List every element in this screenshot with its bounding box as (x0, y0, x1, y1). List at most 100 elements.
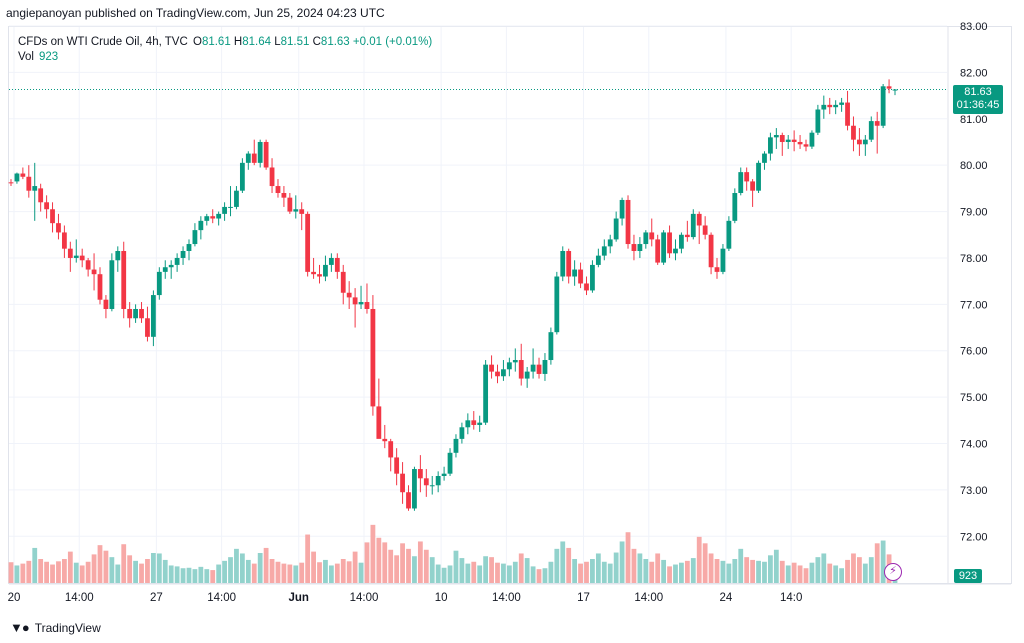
legend-high-label: H (233, 36, 243, 48)
volume-bar (73, 562, 79, 583)
candle-body (744, 172, 750, 182)
volume-bar (382, 542, 388, 583)
candle-body (14, 173, 20, 182)
x-tick-label: 14:00 (492, 592, 521, 604)
lightning-icon[interactable]: ⚡ (884, 563, 902, 581)
volume-bar (180, 568, 186, 583)
candle-body (815, 109, 821, 133)
volume-bar (560, 541, 566, 583)
candle-body (868, 121, 874, 140)
volume-bar (880, 540, 886, 583)
volume-bar (429, 557, 435, 583)
volume-bar (720, 560, 726, 583)
volume-bar (293, 565, 299, 583)
candle-body (518, 360, 524, 379)
volume-bar (115, 564, 121, 583)
volume-bar (809, 562, 815, 583)
volume-bar (625, 532, 631, 583)
volume-bar (702, 543, 708, 583)
candle-body (862, 139, 868, 145)
candle-body (572, 269, 578, 277)
volume-bar (14, 565, 20, 583)
tradingview-logo-icon: ▼● (10, 620, 30, 635)
legend-ohlc-row: CFDs on WTI Crude Oil, 4h, TVC O81.61 H8… (18, 35, 432, 50)
candle-body (459, 427, 465, 439)
candle-body (305, 213, 311, 272)
y-tick-label: 74.00 (960, 439, 988, 451)
candle-body (542, 360, 548, 374)
candle-body (477, 422, 483, 425)
volume-bar (845, 559, 850, 583)
volume-bar (827, 563, 833, 583)
candle-body (328, 257, 334, 265)
volume-bar (234, 548, 239, 583)
candle-body (857, 139, 862, 145)
volume-bar (779, 560, 785, 583)
volume-bar (168, 565, 174, 583)
candlestick-chart[interactable]: 83.00 82.00 81.00 80.00 79.00 78.00 77.00 76.00… (0, 0, 1024, 610)
volume-bar (61, 559, 67, 583)
volume-bar (79, 565, 85, 583)
candle-body (465, 420, 471, 428)
candle-body (785, 139, 791, 142)
candle-body (334, 257, 340, 272)
volume-bar (311, 551, 316, 583)
candle-body (619, 199, 625, 219)
volume-bar (756, 560, 761, 583)
candle-body (50, 209, 55, 224)
candle-body (762, 153, 767, 163)
candle-body (192, 230, 198, 245)
y-tick-label: 79.00 (960, 207, 988, 219)
candle-body (714, 267, 720, 272)
candle-body (364, 302, 370, 309)
volume-bar (192, 569, 198, 583)
legend-volume-row: Vol 923 (18, 50, 432, 65)
candle-body (85, 260, 91, 270)
legend-open-label: O (192, 36, 202, 48)
volume-bar (222, 560, 227, 583)
x-tick-label: Jun (289, 592, 309, 604)
volume-bar (228, 557, 233, 583)
volume-bar (376, 537, 382, 583)
candle-body (536, 364, 542, 374)
legend-symbol: CFDs on WTI Crude Oil, 4h, TVC (18, 36, 188, 48)
volume-bar (156, 553, 162, 583)
candle-body (584, 283, 589, 291)
candle-body (79, 255, 85, 261)
volume-bar (578, 563, 583, 583)
candle-body (8, 182, 14, 184)
candle-body (394, 457, 400, 474)
volume-bar (340, 559, 346, 583)
candle-body (506, 362, 512, 370)
candle-body (601, 246, 607, 256)
candle-body (471, 420, 477, 425)
candle-body (382, 438, 388, 442)
candle-body (750, 181, 756, 191)
candle-body (441, 473, 447, 476)
volume-bar (139, 563, 144, 583)
candle-body (412, 469, 417, 509)
candle-body (222, 206, 227, 214)
volume-bar (857, 557, 862, 583)
candle-body (548, 332, 554, 361)
candle-body (317, 274, 322, 277)
x-tick-label: 17 (577, 592, 590, 604)
candle-body (210, 216, 216, 219)
volume-bar (874, 543, 880, 583)
volume-bar (584, 561, 589, 583)
candle-body (180, 250, 186, 258)
volume-bar (785, 565, 791, 583)
candle-body (892, 89, 898, 91)
candle-body (643, 232, 649, 245)
volume-bar (257, 553, 263, 583)
candle-body (679, 234, 684, 249)
volume-bar (797, 565, 803, 583)
volume-bar (412, 556, 417, 583)
volume-bar (174, 566, 180, 583)
volume-bar (803, 568, 809, 583)
candle-body (103, 299, 109, 309)
x-tick-label: 14:00 (350, 592, 379, 604)
legend-change: +0.01 (+0.01%) (352, 36, 433, 48)
candle-body (400, 473, 405, 493)
candle-body (649, 232, 655, 240)
